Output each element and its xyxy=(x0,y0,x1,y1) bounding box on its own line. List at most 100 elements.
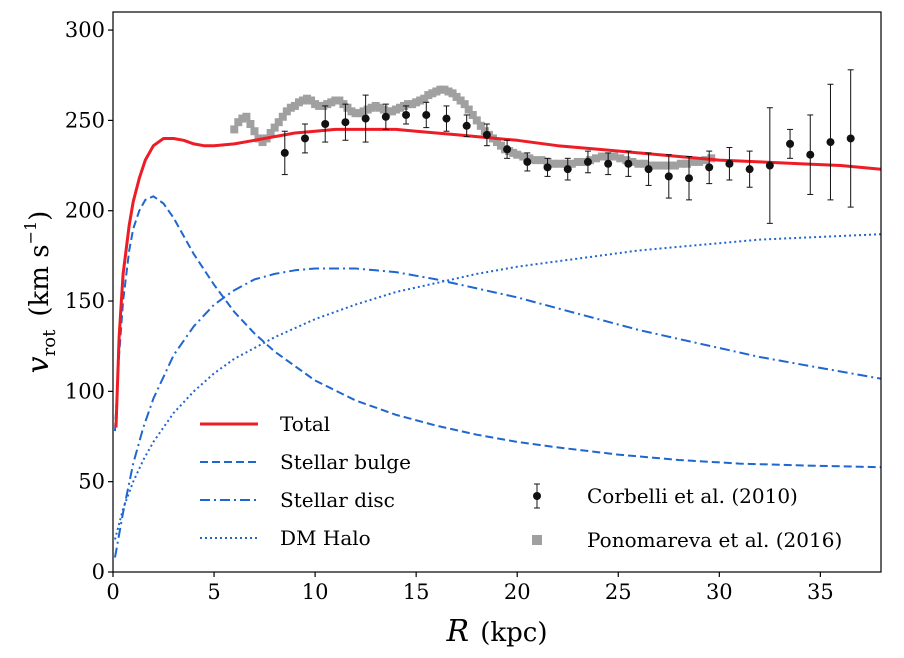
ponomareva-et-al-2016-point xyxy=(355,109,364,118)
ponomareva-et-al-2016-point xyxy=(371,101,380,110)
y-axis-title: vrot (km s−1) xyxy=(21,211,60,374)
ponomareva-et-al-2016-point xyxy=(452,92,461,101)
x-tick-label: 35 xyxy=(807,580,834,604)
ponomareva-et-al-2016-point xyxy=(250,127,259,136)
ponomareva-et-al-2016-point xyxy=(307,96,316,105)
y-tick-label: 50 xyxy=(78,470,105,494)
x-axis-symbol: R xyxy=(446,614,470,649)
corbelli-et-al-2010-point xyxy=(321,120,330,128)
ponomareva-et-al-2016-point xyxy=(234,118,243,127)
x-axis-title: R (kpc) xyxy=(446,614,548,649)
corbelli-et-al-2010-series xyxy=(280,69,855,224)
y-axis-unit-close: ) xyxy=(25,211,55,221)
corbelli-et-al-2010-point xyxy=(341,118,350,127)
x-tick-label: 25 xyxy=(605,580,632,604)
y-tick-label: 300 xyxy=(65,18,105,42)
ponomareva-et-al-2016-point xyxy=(561,159,570,168)
ponomareva-et-al-2016-point xyxy=(290,101,299,110)
series-layer xyxy=(114,69,881,558)
corbelli-et-al-2010-point xyxy=(402,110,411,119)
ponomareva-et-al-2016-point xyxy=(347,107,356,116)
x-axis-unit: (kpc) xyxy=(480,618,547,648)
ponomareva-et-al-2016-point xyxy=(294,98,303,107)
corbelli-et-al-2010-point xyxy=(806,150,815,159)
ponomareva-et-al-2016-point xyxy=(420,94,429,103)
corbelli-et-al-2010-point xyxy=(583,157,592,166)
ponomareva-et-al-2016-point xyxy=(395,103,404,112)
ponomareva-et-al-2016-point xyxy=(258,138,267,147)
ponomareva-et-al-2016-point xyxy=(440,85,449,94)
ponomareva-et-al-2016-point xyxy=(610,152,619,161)
ponomareva-et-al-2016-point xyxy=(416,96,425,105)
corbelli-et-al-2010-point xyxy=(765,161,774,170)
ponomareva-et-al-2016-point xyxy=(579,157,588,166)
ponomareva-et-al-2016-point xyxy=(448,89,457,98)
ponomareva-et-al-2016-legend-label: Ponomareva et al. (2016) xyxy=(587,528,842,552)
ponomareva-et-al-2016-point xyxy=(375,103,384,112)
ponomareva-et-al-2016-point xyxy=(266,129,275,138)
ponomareva-et-al-2016-point xyxy=(476,121,485,130)
corbelli-et-al-2010-point xyxy=(523,157,532,166)
ponomareva-et-al-2016-point xyxy=(246,120,255,128)
ponomareva-et-al-2016-point xyxy=(367,103,376,112)
ponomareva-et-al-2016-point xyxy=(472,116,481,125)
x-tick-label: 15 xyxy=(403,580,430,604)
ponomareva-et-al-2016-point xyxy=(363,105,372,114)
ponomareva-et-al-2016-legend-key xyxy=(532,535,542,545)
x-tick-label: 5 xyxy=(207,580,220,604)
ponomareva-et-al-2016-point xyxy=(303,94,312,103)
ponomareva-et-al-2016-point xyxy=(460,100,469,109)
ponomareva-et-al-2016-point xyxy=(634,159,643,168)
ponomareva-et-al-2016-point xyxy=(335,96,344,105)
ponomareva-et-al-2016-point xyxy=(509,148,518,157)
ponomareva-et-al-2016-point xyxy=(519,152,528,161)
ponomareva-et-al-2016-point xyxy=(468,110,477,119)
ponomareva-et-al-2016-point xyxy=(298,96,307,105)
corbelli-et-al-2010-point xyxy=(462,121,471,130)
ponomareva-et-al-2016-point xyxy=(456,96,465,105)
y-tick-label: 0 xyxy=(92,560,105,584)
corbelli-et-al-2010-point xyxy=(846,134,855,143)
ponomareva-et-al-2016-point xyxy=(286,103,295,112)
x-tick-label: 20 xyxy=(504,580,531,604)
ponomareva-et-al-2016-point xyxy=(323,100,332,109)
y-tick-label: 200 xyxy=(65,199,105,223)
ponomareva-et-al-2016-point xyxy=(278,112,287,121)
corbelli-et-al-2010-point xyxy=(442,114,451,123)
corbelli-et-al-2010-legend-label: Corbelli et al. (2010) xyxy=(587,484,798,508)
corbelli-et-al-2010-point xyxy=(503,145,512,154)
ponomareva-et-al-2016-point xyxy=(598,152,607,161)
ponomareva-et-al-2016-point xyxy=(652,161,661,170)
x-tick-label: 30 xyxy=(706,580,733,604)
dm-halo-legend-label: DM Halo xyxy=(280,526,371,550)
stellar-disc-line xyxy=(114,267,881,558)
corbelli-et-al-2010-point xyxy=(705,163,714,172)
stellar-bulge-line xyxy=(114,195,881,469)
ponomareva-et-al-2016-point xyxy=(351,109,360,118)
total-legend-label: Total xyxy=(280,412,330,436)
ponomareva-et-al-2016-point xyxy=(404,100,413,109)
ponomareva-et-al-2016-point xyxy=(379,105,388,114)
ponomareva-et-al-2016-point xyxy=(343,103,352,112)
corbelli-et-al-2010-point xyxy=(644,165,653,174)
stellar-bulge-legend-label: Stellar bulge xyxy=(280,450,411,474)
plot-frame xyxy=(112,11,882,573)
ponomareva-et-al-2016-point xyxy=(537,156,546,165)
ponomareva-et-al-2016-series xyxy=(230,85,716,170)
y-tick-label: 150 xyxy=(65,289,105,313)
ponomareva-et-al-2016-point xyxy=(628,157,637,166)
corbelli-et-al-2010-point xyxy=(745,165,754,174)
ponomareva-et-al-2016-point xyxy=(549,159,558,168)
ponomareva-et-al-2016-point xyxy=(670,161,679,170)
x-tick-label: 10 xyxy=(302,580,329,604)
legend-right: Corbelli et al. (2010) Ponomareva et al. … xyxy=(532,483,842,552)
corbelli-et-al-2010-point xyxy=(361,114,370,123)
ponomareva-et-al-2016-point xyxy=(282,107,291,116)
corbelli-et-al-2010-point xyxy=(685,174,693,183)
legend-left: Total Stellar bulge Stellar disc DM Halo xyxy=(200,412,411,550)
ponomareva-et-al-2016-point xyxy=(555,159,564,168)
corbelli-et-al-2010-point xyxy=(301,134,309,143)
ponomareva-et-al-2016-point xyxy=(682,159,691,168)
ponomareva-et-al-2016-point xyxy=(230,125,239,134)
ponomareva-et-al-2016-point xyxy=(525,154,534,163)
